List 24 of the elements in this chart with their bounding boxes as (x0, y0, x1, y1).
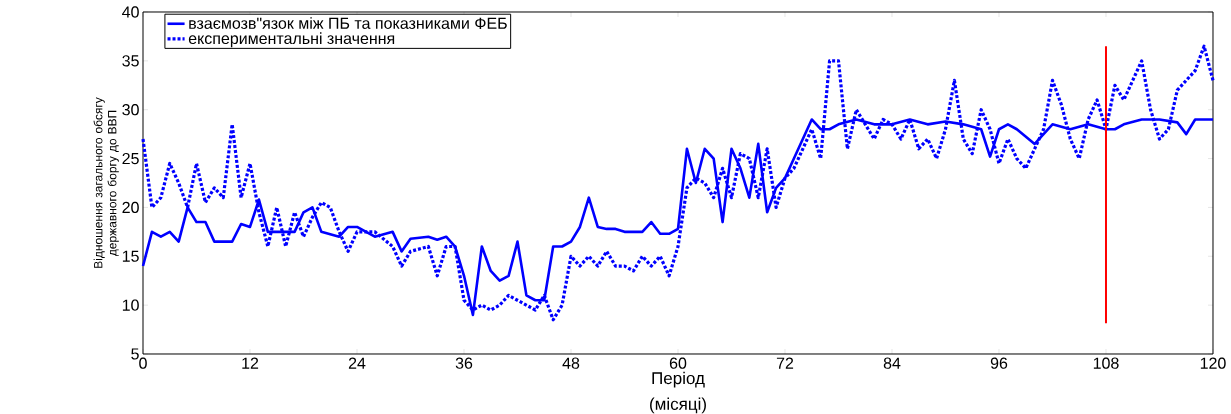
legend-label: взаємозв"язок між ПБ та показниками ФЕБ (189, 17, 507, 29)
y-tick-label: 10 (122, 299, 139, 311)
x-axis-title: Період (652, 371, 705, 388)
x-tick-label: 36 (455, 357, 473, 369)
y-axis-title: Відношення загального обсягу державного боргу до ВВП (93, 97, 119, 268)
legend-label: експериментальні значення (188, 32, 395, 48)
x-tick-label: 108 (1093, 357, 1119, 369)
y-tick-label: 15 (122, 250, 139, 262)
x-tick-label: 96 (990, 357, 1008, 369)
y-tick-label: 20 (122, 201, 139, 214)
x-tick-label: 120 (1200, 357, 1226, 369)
y-tick-label: 25 (122, 152, 139, 165)
y-tick-label: 35 (122, 55, 139, 67)
x-tick-label: 24 (348, 357, 366, 369)
text: (місяці) (650, 397, 706, 414)
x-tick-label: 12 (242, 357, 259, 369)
x-tick-label: 48 (562, 357, 580, 369)
y-tick-label: 30 (122, 104, 139, 116)
x-tick-label: 84 (883, 357, 901, 369)
x-tick-label: 0 (139, 357, 147, 369)
x-tick-label: 60 (669, 357, 687, 369)
x-tick-label: 72 (776, 357, 794, 369)
y-tick-label: 5 (131, 348, 139, 360)
y-tick-label: 40 (122, 6, 139, 18)
